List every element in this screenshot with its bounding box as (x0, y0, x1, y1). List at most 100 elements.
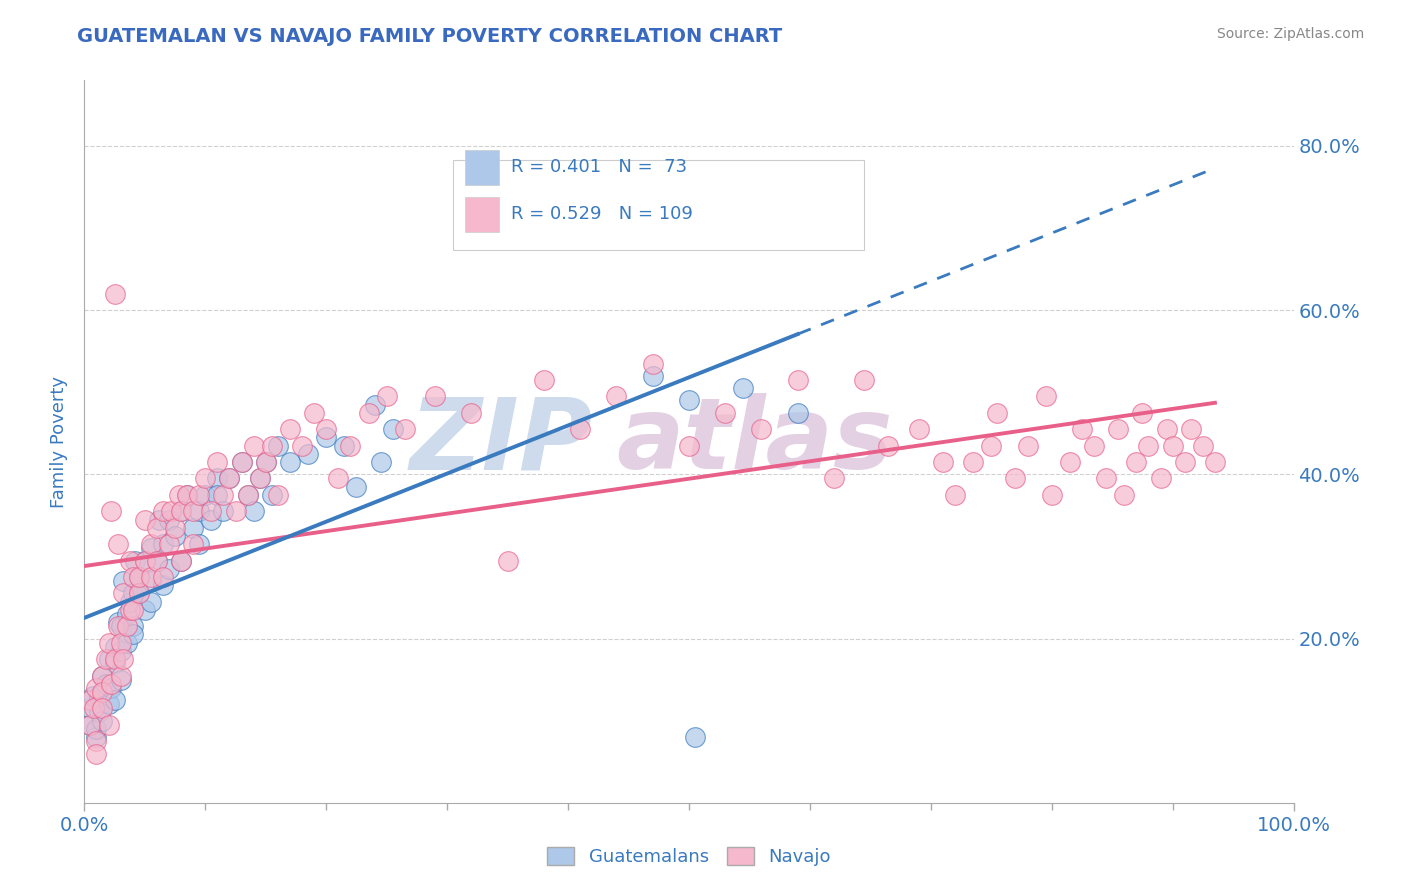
Point (678, 393, 700, 408)
Point (97, 698, 120, 712)
Point (267, 439, 290, 453)
Point (110, 673, 132, 687)
Point (1174, 455, 1197, 469)
Point (104, 652, 127, 666)
Point (315, 422, 337, 436)
Point (139, 574, 162, 588)
Point (79, 701, 101, 715)
Point (1132, 406, 1154, 420)
FancyBboxPatch shape (465, 197, 499, 232)
Point (104, 286, 127, 301)
Point (165, 521, 187, 535)
Point (678, 439, 700, 453)
Point (170, 553, 193, 567)
Point (110, 644, 132, 658)
Point (139, 570, 162, 584)
Point (605, 389, 627, 403)
Point (152, 570, 174, 584)
Point (877, 439, 900, 453)
Point (1204, 455, 1226, 469)
Point (104, 693, 127, 707)
Point (91, 668, 114, 682)
Point (231, 455, 253, 469)
Point (79, 718, 101, 732)
Point (932, 455, 955, 469)
Point (94, 652, 117, 666)
Point (160, 504, 183, 518)
Point (394, 422, 416, 436)
Point (83, 701, 105, 715)
Point (260, 439, 283, 453)
Point (278, 422, 301, 436)
Point (1040, 488, 1063, 502)
Point (146, 521, 169, 535)
Point (278, 455, 301, 469)
Point (100, 677, 122, 691)
Point (225, 504, 247, 518)
Point (254, 455, 277, 469)
Point (218, 471, 240, 485)
Text: Source: ZipAtlas.com: Source: ZipAtlas.com (1216, 27, 1364, 41)
Point (907, 422, 929, 436)
Point (381, 422, 404, 436)
Point (641, 368, 664, 383)
Point (714, 406, 737, 420)
Point (1192, 439, 1215, 453)
Point (786, 373, 808, 387)
Point (139, 541, 162, 556)
Point (315, 430, 337, 444)
Point (1083, 439, 1105, 453)
Point (194, 471, 217, 485)
Point (91, 668, 114, 682)
Text: R = 0.401   N =  73: R = 0.401 N = 73 (512, 158, 688, 176)
Point (181, 521, 204, 535)
Point (167, 488, 190, 502)
Point (124, 553, 146, 567)
Point (120, 553, 142, 567)
Point (86, 730, 108, 744)
Point (152, 504, 174, 518)
Point (104, 640, 127, 654)
Point (139, 537, 162, 551)
Point (170, 553, 193, 567)
Point (115, 607, 138, 621)
Point (1035, 389, 1057, 403)
Point (115, 619, 138, 633)
Point (176, 488, 198, 502)
Point (148, 512, 170, 526)
Point (200, 504, 222, 518)
Point (260, 488, 283, 502)
Point (110, 619, 132, 633)
Point (79, 718, 101, 732)
Point (100, 504, 122, 518)
Point (1095, 471, 1118, 485)
Point (104, 657, 127, 671)
Point (181, 537, 204, 551)
FancyBboxPatch shape (453, 160, 865, 250)
Text: GUATEMALAN VS NAVAJO FAMILY POVERTY CORRELATION CHART: GUATEMALAN VS NAVAJO FAMILY POVERTY CORR… (77, 27, 783, 45)
Point (1156, 422, 1178, 436)
Legend: Guatemalans, Navajo: Guatemalans, Navajo (547, 847, 831, 866)
Point (267, 488, 290, 502)
Point (128, 586, 150, 600)
Point (112, 652, 135, 666)
Point (207, 455, 229, 469)
Point (110, 636, 132, 650)
Point (569, 422, 592, 436)
FancyBboxPatch shape (465, 151, 499, 185)
Point (339, 439, 361, 453)
Point (194, 488, 217, 502)
Point (733, 381, 755, 395)
Point (346, 480, 368, 494)
Point (87, 689, 110, 703)
Point (121, 603, 143, 617)
Point (1107, 422, 1129, 436)
Point (218, 471, 240, 485)
Point (86, 747, 108, 761)
Point (460, 406, 482, 420)
Point (121, 627, 143, 641)
Point (188, 537, 211, 551)
Point (853, 373, 876, 387)
Point (91, 701, 114, 715)
Point (254, 455, 277, 469)
